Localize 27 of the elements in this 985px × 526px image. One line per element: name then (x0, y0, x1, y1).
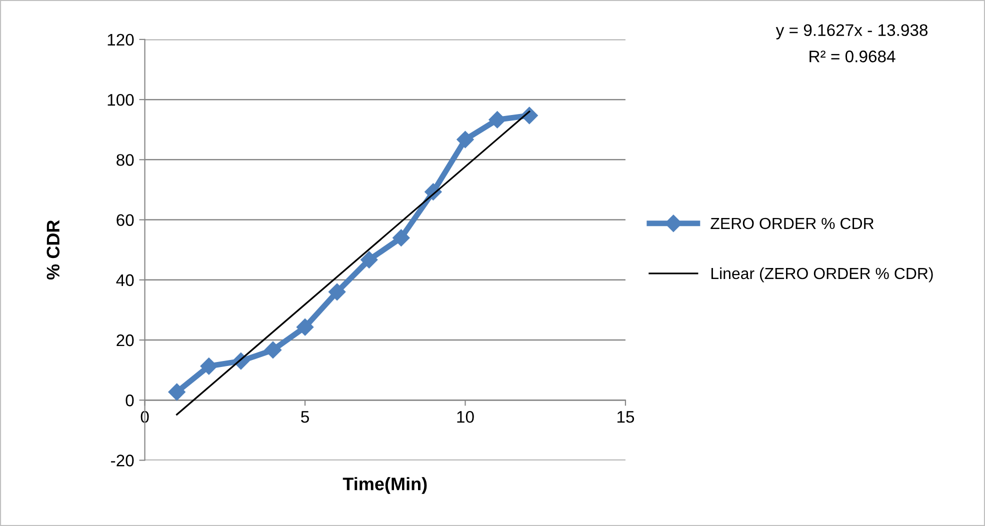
y-tick-label: 20 (116, 334, 134, 346)
x-tick-label: 5 (301, 411, 309, 423)
y-tick-label: 40 (116, 274, 134, 286)
x-tick-label: 0 (140, 410, 149, 423)
point (360, 251, 378, 268)
y-tick-label: -20 (111, 454, 134, 466)
y-tick-label: 60 (116, 214, 134, 226)
legend-label: ZERO ORDER % CDR (710, 218, 874, 230)
x-tick-label: 15 (617, 411, 634, 423)
y-tick-label: 0 (126, 394, 134, 406)
point (456, 130, 474, 148)
point (200, 358, 218, 375)
y-tick-label: 120 (108, 34, 134, 46)
legend-label: Linear (ZERO ORDER % CDR) (711, 267, 933, 282)
point (296, 318, 314, 336)
point (328, 283, 346, 300)
point (488, 111, 506, 128)
point (168, 383, 186, 401)
x-axis-title: Time(Min) (342, 477, 427, 494)
text: R² = 0.9684 (810, 50, 896, 62)
x-tick-label: 10 (457, 410, 474, 423)
point (392, 229, 410, 246)
y-tick-label: 100 (108, 94, 134, 106)
y-axis-title: % CDR (46, 220, 60, 280)
y-tick-label: 80 (116, 154, 134, 166)
text: y = 9.1627x - 13.938 (776, 24, 928, 40)
point (264, 341, 282, 358)
